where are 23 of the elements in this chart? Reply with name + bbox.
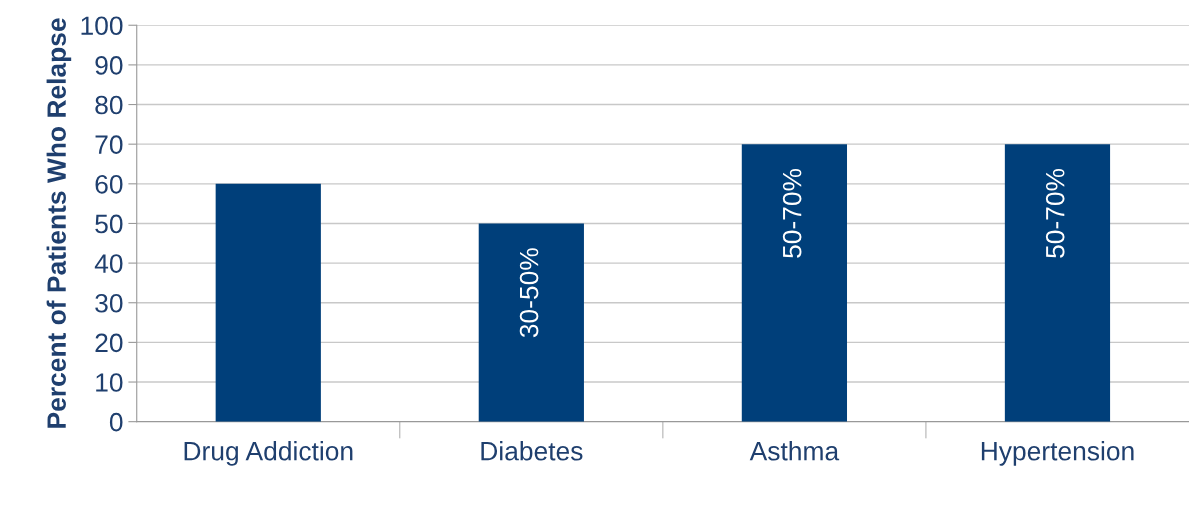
x-tick-label: Diabetes <box>481 441 583 461</box>
y-tick-label: 100 <box>81 16 123 36</box>
x-tick-label: Drug Addiction <box>184 441 353 466</box>
bar <box>1004 144 1111 422</box>
annotation: 50-70% <box>1045 168 1065 258</box>
bar <box>478 223 584 422</box>
y-tick-label: 30 <box>95 293 123 313</box>
bar <box>741 144 848 422</box>
y-tick-label: 90 <box>95 56 123 75</box>
y-tick-label: 20 <box>95 333 123 353</box>
x-tick-label: Asthma <box>749 441 840 461</box>
annotation: 30-50% <box>519 248 539 338</box>
annotation: 50-70% <box>782 168 802 258</box>
y-axis-title: Percent of Patients Who Relapse <box>46 18 72 428</box>
y-tick-label: 60 <box>95 174 123 194</box>
y-tick-label: 10 <box>96 373 123 392</box>
y-tick-label: 70 <box>95 135 123 154</box>
y-tick-label: 80 <box>95 95 123 115</box>
bar <box>215 183 321 422</box>
x-tick-label: Hypertension <box>981 441 1134 466</box>
y-tick-label: 50 <box>95 214 123 234</box>
y-tick-label: 40 <box>94 254 123 273</box>
y-tick-label: 0 <box>109 412 123 432</box>
